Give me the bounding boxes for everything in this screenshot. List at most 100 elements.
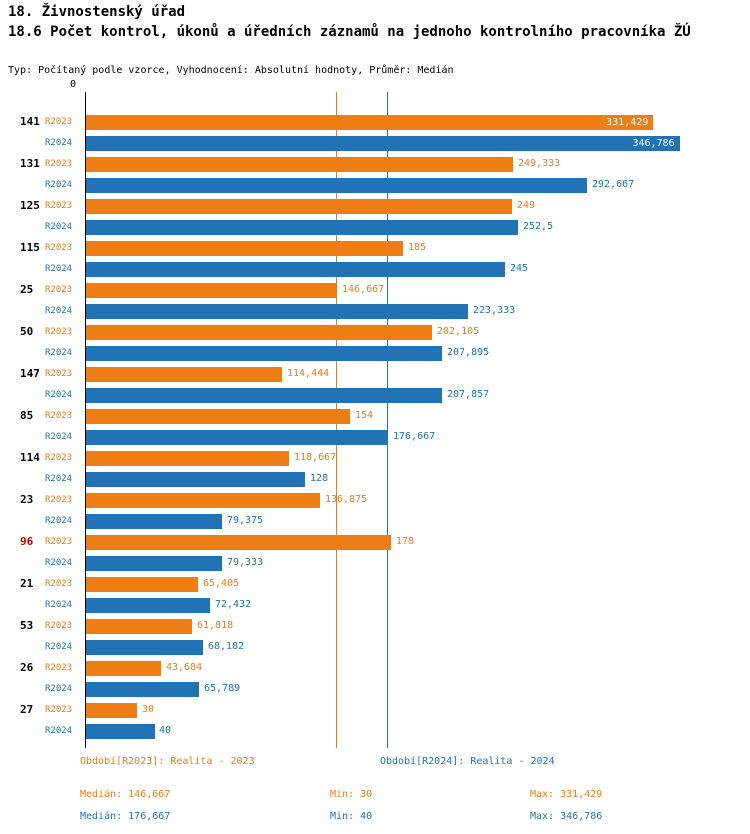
value-label: 292,667 bbox=[592, 179, 635, 190]
stat-min-2024: Min: 40 bbox=[330, 811, 373, 822]
value-label: 61,818 bbox=[197, 620, 234, 631]
bar-row-r2023: R2023 114,444 bbox=[0, 364, 750, 385]
bar-group-23: 23 R2023 136,875 R2024 79,375 bbox=[0, 490, 750, 532]
bar-group-131: 131 R2023 249,333 R2024 292,667 bbox=[0, 154, 750, 196]
bar-r2024: 346,786 bbox=[86, 136, 680, 151]
value-label: 249,333 bbox=[518, 158, 561, 169]
category-label: 50 bbox=[20, 325, 34, 338]
value-label: 249 bbox=[517, 200, 536, 211]
bar-r2024 bbox=[86, 220, 519, 235]
series-label: R2023 bbox=[45, 705, 73, 715]
series-label: R2024 bbox=[45, 222, 73, 232]
bar-row-r2024: R2024 40 bbox=[0, 721, 750, 742]
bar-group-21: 21 R2023 65,405 R2024 72,432 bbox=[0, 574, 750, 616]
stat-median-2024: Medián: 176,667 bbox=[80, 811, 171, 822]
value-label: 245 bbox=[510, 263, 529, 274]
bar-r2023 bbox=[86, 451, 290, 466]
bar-group-27: 27 R2023 30 R2024 40 bbox=[0, 700, 750, 742]
series-label: R2023 bbox=[45, 369, 73, 379]
value-label: 43,684 bbox=[166, 662, 203, 673]
stat-max-2023: Max: 331,429 bbox=[530, 789, 603, 800]
value-label: 79,333 bbox=[227, 557, 264, 568]
value-label: 185 bbox=[408, 242, 427, 253]
value-label: 223,333 bbox=[473, 305, 516, 316]
bar-r2024 bbox=[86, 346, 442, 361]
bar-group-96: 96 R2023 178 R2024 79,333 bbox=[0, 532, 750, 574]
series-label: R2023 bbox=[45, 663, 73, 673]
category-label: 27 bbox=[20, 703, 34, 716]
bar-row-r2023: R2023 43,684 bbox=[0, 658, 750, 679]
bar-row-r2023: R2023 30 bbox=[0, 700, 750, 721]
bar-r2023 bbox=[86, 199, 513, 214]
series-label: R2024 bbox=[45, 348, 73, 358]
category-label: 114 bbox=[20, 451, 40, 464]
value-label: 176,667 bbox=[393, 431, 436, 442]
bar-group-26: 26 R2023 43,684 R2024 65,789 bbox=[0, 658, 750, 700]
bar-row-r2023: R2023 61,818 bbox=[0, 616, 750, 637]
median-line-2024 bbox=[387, 92, 388, 748]
bar-r2023 bbox=[86, 157, 513, 172]
chart-title: 18.6 Počet kontrol, úkonů a úředních záz… bbox=[8, 24, 691, 40]
bar-row-r2023: R2023 331,429 bbox=[0, 112, 750, 133]
bar-group-25: 25 R2023 146,667 R2024 223,333 bbox=[0, 280, 750, 322]
value-label: 178 bbox=[396, 536, 415, 547]
bar-r2024 bbox=[86, 724, 155, 739]
stat-min-2023: Min: 30 bbox=[330, 789, 373, 800]
series-label: R2024 bbox=[45, 474, 73, 484]
series-label: R2024 bbox=[45, 558, 73, 568]
category-label: 125 bbox=[20, 199, 40, 212]
bar-row-r2024: R2024 346,786 bbox=[0, 133, 750, 154]
series-label: R2024 bbox=[45, 432, 73, 442]
stat-median-2023: Medián: 146,667 bbox=[80, 789, 171, 800]
bar-r2023 bbox=[86, 325, 432, 340]
bar-row-r2023: R2023 178 bbox=[0, 532, 750, 553]
y-axis-line bbox=[85, 92, 86, 748]
series-label: R2024 bbox=[45, 516, 73, 526]
bar-row-r2023: R2023 65,405 bbox=[0, 574, 750, 595]
value-label: 202,105 bbox=[437, 326, 480, 337]
category-label: 85 bbox=[20, 409, 34, 422]
bar-r2024 bbox=[86, 388, 442, 403]
bar-row-r2024: R2024 245 bbox=[0, 259, 750, 280]
series-label: R2023 bbox=[45, 621, 73, 631]
bar-r2023 bbox=[86, 577, 198, 592]
bar-r2023: 331,429 bbox=[86, 115, 654, 130]
value-label: 252,5 bbox=[523, 221, 554, 232]
legend-item-2023: Období[R2023]: Realita - 2023 bbox=[80, 756, 255, 767]
category-label: 21 bbox=[20, 577, 34, 590]
series-label: R2023 bbox=[45, 159, 73, 169]
bar-row-r2024: R2024 65,789 bbox=[0, 679, 750, 700]
bar-row-r2023: R2023 146,667 bbox=[0, 280, 750, 301]
series-label: R2024 bbox=[45, 180, 73, 190]
page-title: 18. Živnostenský úřad bbox=[8, 4, 186, 20]
bar-group-114: 114 R2023 118,667 R2024 128 bbox=[0, 448, 750, 490]
value-label: 79,375 bbox=[227, 515, 264, 526]
bar-group-147: 147 R2023 114,444 R2024 207,857 bbox=[0, 364, 750, 406]
bar-r2024 bbox=[86, 262, 506, 277]
category-label: 141 bbox=[20, 115, 40, 128]
category-label: 25 bbox=[20, 283, 34, 296]
series-label: R2023 bbox=[45, 243, 73, 253]
category-label: 26 bbox=[20, 661, 34, 674]
category-label: 53 bbox=[20, 619, 34, 632]
category-label: 115 bbox=[20, 241, 40, 254]
bar-row-r2024: R2024 72,432 bbox=[0, 595, 750, 616]
value-label: 118,667 bbox=[294, 452, 337, 463]
category-label: 147 bbox=[20, 367, 40, 380]
bar-row-r2024: R2024 68,182 bbox=[0, 637, 750, 658]
bar-r2023 bbox=[86, 661, 161, 676]
value-label: 128 bbox=[310, 473, 329, 484]
series-label: R2023 bbox=[45, 327, 73, 337]
bar-row-r2024: R2024 176,667 bbox=[0, 427, 750, 448]
bar-r2024 bbox=[86, 178, 587, 193]
series-label: R2023 bbox=[45, 117, 73, 127]
series-label: R2024 bbox=[45, 390, 73, 400]
bar-row-r2023: R2023 185 bbox=[0, 238, 750, 259]
x-axis-origin-label: 0 bbox=[70, 79, 77, 90]
value-label: 65,789 bbox=[204, 683, 241, 694]
value-label: 207,895 bbox=[447, 347, 490, 358]
value-label: 346,786 bbox=[632, 138, 675, 149]
series-label: R2023 bbox=[45, 411, 73, 421]
bar-r2024 bbox=[86, 514, 222, 529]
bar-row-r2023: R2023 249 bbox=[0, 196, 750, 217]
